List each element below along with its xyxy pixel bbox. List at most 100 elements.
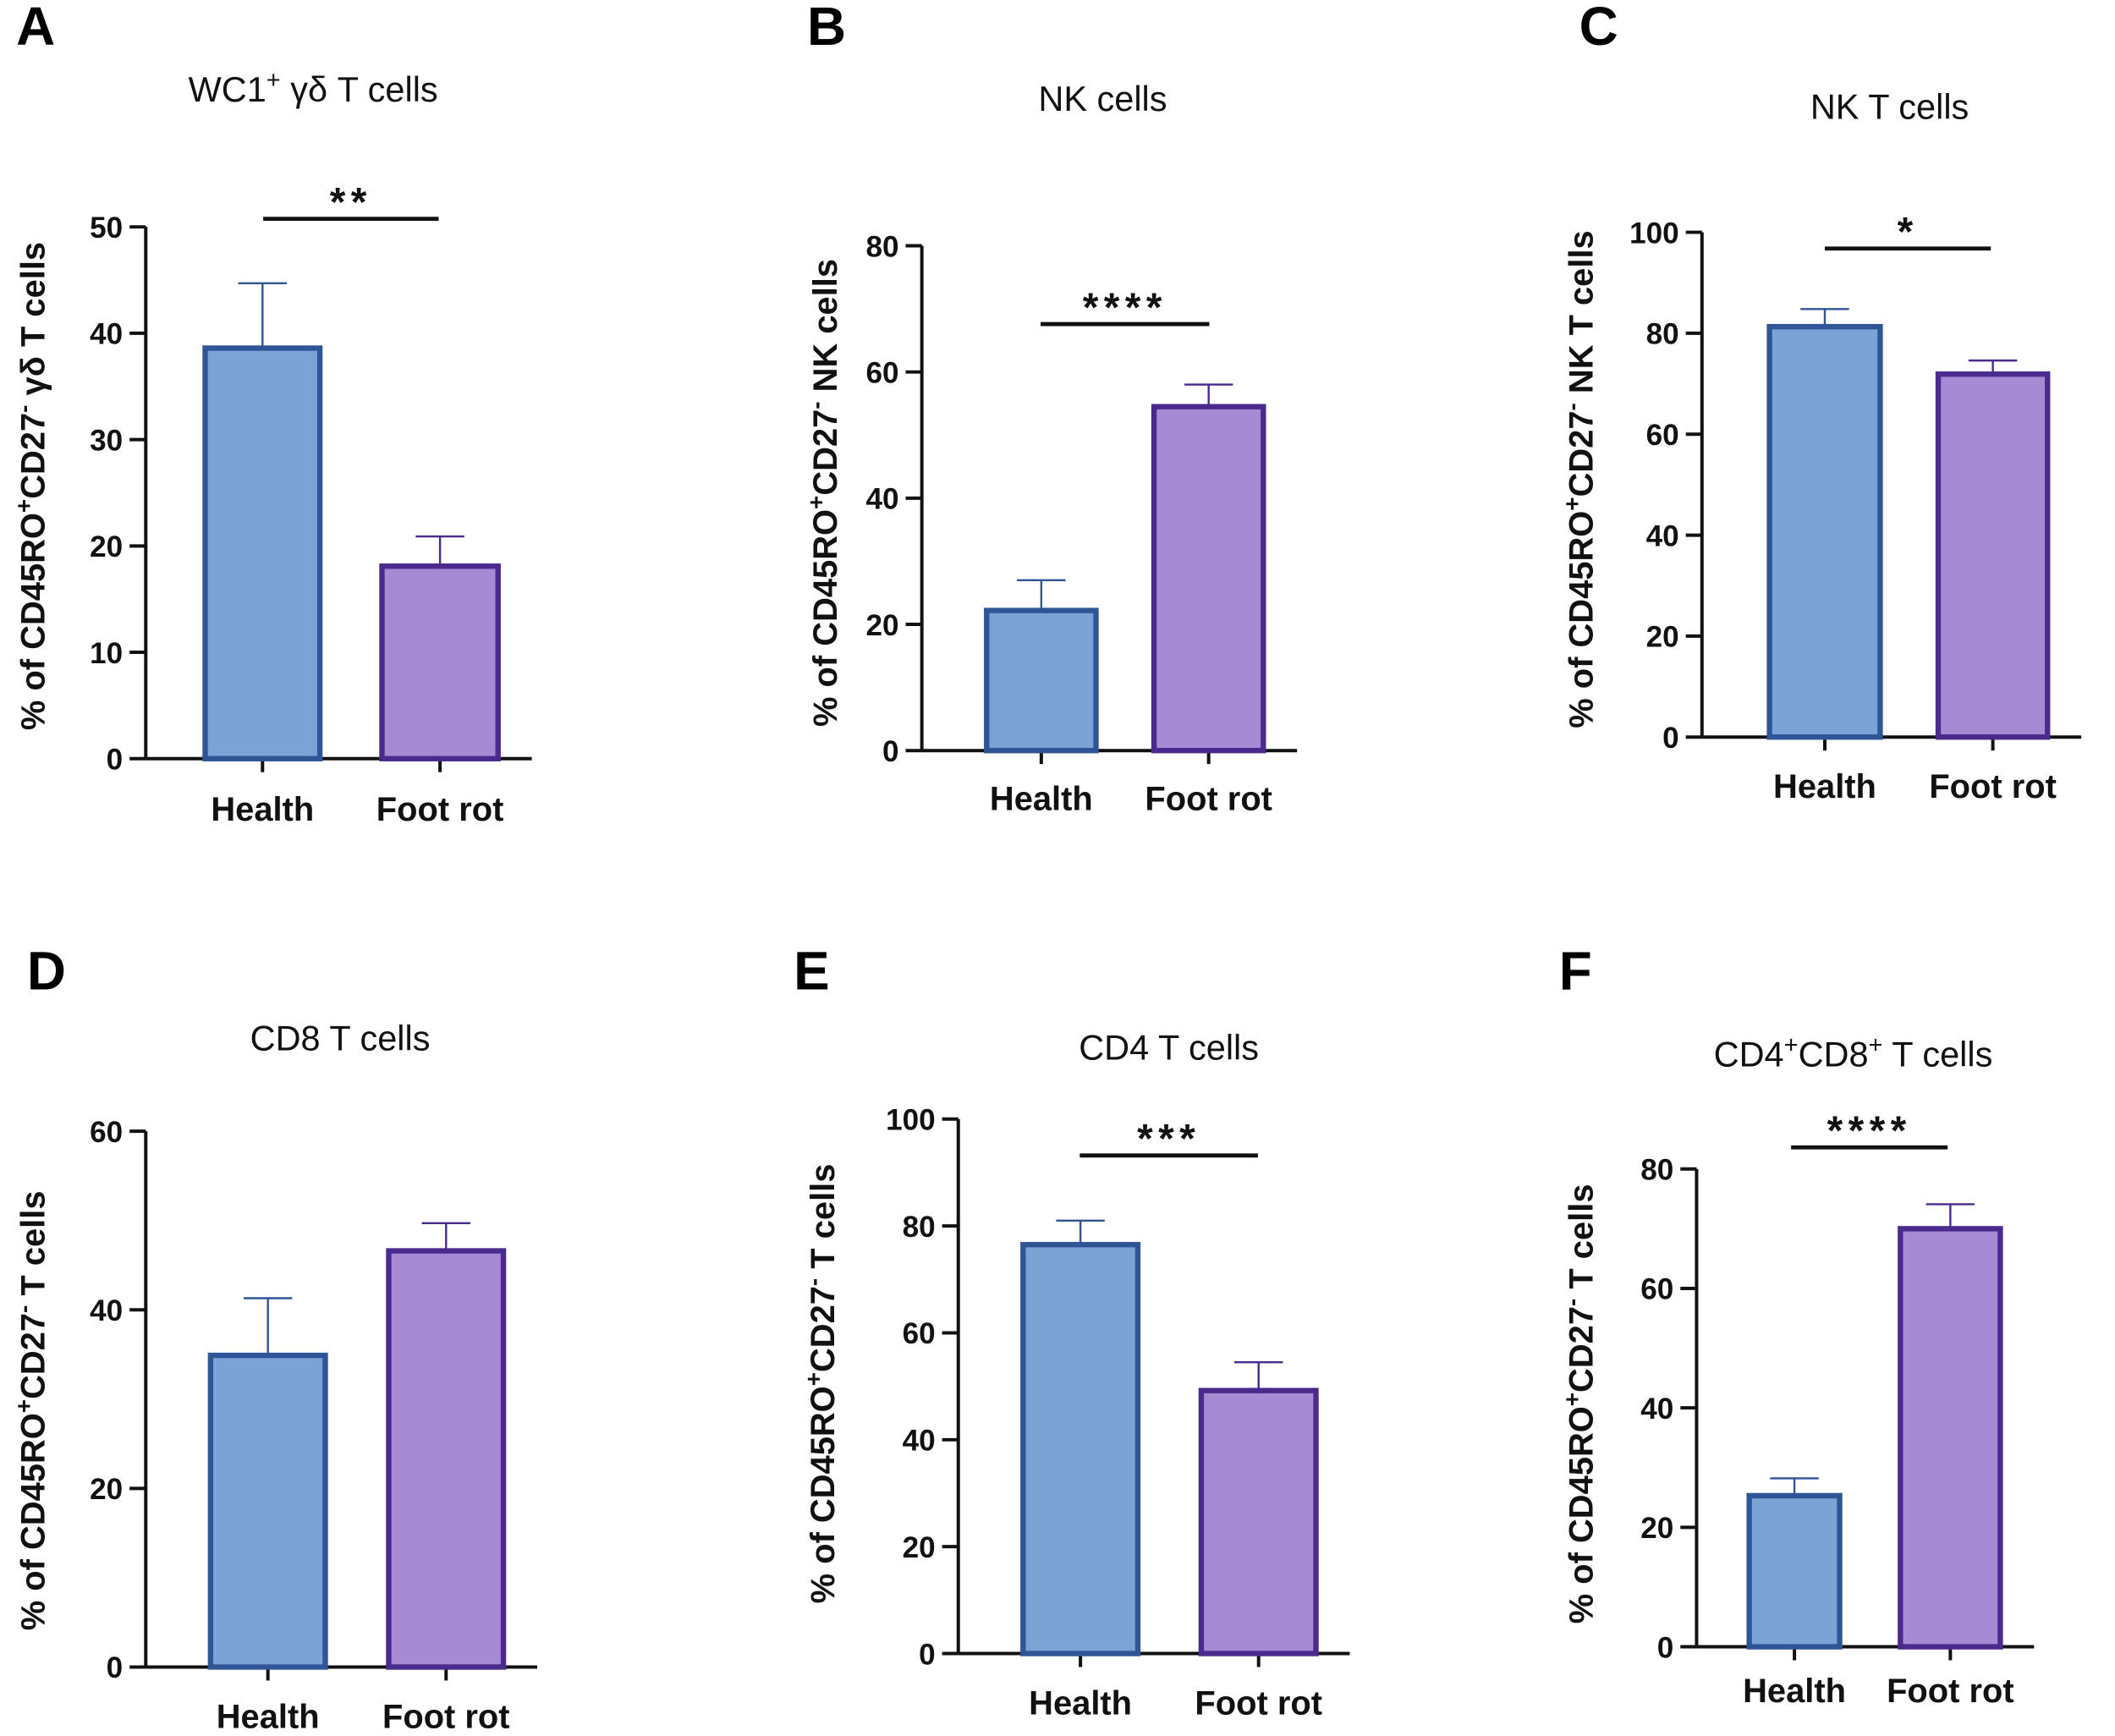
superscript: + [1869, 1032, 1883, 1059]
bar-health [984, 607, 1099, 754]
significance-stars: ** [330, 180, 372, 225]
label-part: % of CD45RO [15, 1413, 52, 1630]
y-tick-label: 0 [1662, 722, 1679, 755]
bar-foot-rot [1898, 1226, 2003, 1650]
label-part: CD27 [1563, 410, 1601, 497]
chart-title: NK T cells [1810, 87, 1969, 127]
label-part: NK cells [1038, 79, 1167, 118]
y-axis-label: % of CD45RO+CD27- NK T cells [1558, 230, 1601, 728]
significance-stars: *** [1137, 1118, 1200, 1162]
chart-title: WC1+ γδ T cells [189, 67, 438, 109]
panel-d: D CD8 T cells % of CD45RO+CD27- T cells 0 20… [10, 941, 537, 1735]
x-category-label: Health [990, 780, 1093, 817]
y-tick-label: 60 [903, 1317, 936, 1350]
y-tick-label: 20 [1646, 621, 1679, 654]
bar-health [1746, 1492, 1843, 1650]
y-tick-label: 80 [1646, 318, 1679, 351]
y-tick-label: 0 [882, 735, 899, 768]
superscript: - [1558, 1299, 1585, 1306]
y-tick-label: 40 [866, 483, 899, 516]
x-category-label: Foot rot [1145, 780, 1272, 817]
x-category-label: Health [1773, 768, 1876, 805]
y-tick-label: 60 [1646, 419, 1679, 452]
chart-title: CD4 T cells [1079, 1028, 1259, 1068]
panel-letter: E [794, 941, 830, 1002]
label-part: CD8 T cells [250, 1018, 431, 1058]
x-category-label: Health [1743, 1673, 1846, 1710]
y-tick-label: 20 [903, 1531, 936, 1564]
label-part: CD27 [15, 413, 52, 499]
bar-foot-rot [1935, 371, 2051, 740]
label-part: % of CD45RO [807, 509, 844, 727]
superscript: + [1784, 1032, 1799, 1059]
label-part: NK cells [807, 259, 844, 401]
x-category-label: Foot rot [1887, 1673, 2014, 1710]
x-category-label: Foot rot [382, 1698, 510, 1735]
label-part: T cells [1882, 1035, 1992, 1074]
y-tick-label: 20 [1640, 1512, 1673, 1545]
label-part: T cells [805, 1164, 842, 1278]
panel-letter: F [1559, 941, 1592, 1002]
y-tick-label: 50 [90, 212, 123, 244]
significance-stars: **** [1827, 1109, 1912, 1154]
y-tick-label: 0 [1657, 1631, 1674, 1664]
y-tick-label: 100 [1629, 217, 1679, 250]
label-part: NK T cells [1810, 87, 1969, 127]
x-category-label: Health [1029, 1684, 1132, 1722]
x-category-label: Health [217, 1698, 320, 1735]
bar-foot-rot [1151, 404, 1266, 754]
label-part: γδ T cells [15, 242, 52, 405]
superscript: - [10, 405, 36, 413]
label-part: T cells [15, 1190, 52, 1305]
significance-stars: * [1898, 211, 1919, 255]
y-tick-label: 0 [107, 1651, 124, 1684]
y-tick-label: 40 [1640, 1393, 1673, 1426]
y-tick-label: 80 [903, 1211, 936, 1244]
superscript: + [266, 67, 281, 94]
y-axis-label: % of CD45RO+CD27- T cells [1558, 1184, 1601, 1623]
y-tick-label: 10 [90, 637, 123, 670]
y-tick-label: 20 [866, 609, 899, 642]
chart-title: NK cells [1038, 79, 1167, 118]
y-axis-label: % of CD45RO+CD27- T cells [10, 1190, 52, 1630]
label-part: CD27 [15, 1313, 52, 1399]
label-part: WC1 [189, 69, 266, 109]
y-tick-label: 40 [90, 1294, 123, 1327]
y-tick-label: 60 [1640, 1273, 1673, 1306]
y-tick-label: 30 [90, 424, 123, 457]
y-tick-label: 40 [1646, 519, 1679, 552]
superscript: - [803, 401, 829, 409]
superscript: - [10, 1305, 36, 1313]
y-tick-label: 40 [903, 1425, 936, 1458]
y-tick-label: 0 [919, 1638, 936, 1671]
label-part: CD8 [1799, 1035, 1869, 1074]
label-part: γδ T cells [281, 69, 438, 109]
label-part: CD4 [1714, 1035, 1784, 1074]
bar-health [207, 1352, 328, 1670]
panel-letter: A [16, 0, 55, 57]
label-part: CD27 [805, 1286, 842, 1372]
label-part: % of CD45RO [1563, 1406, 1601, 1623]
label-part: CD27 [807, 409, 844, 496]
y-tick-label: 80 [1640, 1154, 1673, 1187]
superscript: + [799, 1372, 826, 1386]
panel-b: BNK cells% of CD45RO+CD27- NK cells02040… [803, 0, 1298, 817]
bar-health [202, 345, 323, 761]
bar-foot-rot [379, 563, 501, 761]
y-tick-label: 20 [90, 1473, 123, 1506]
y-axis-label: % of CD45RO+CD27- γδ T cells [10, 242, 52, 730]
label-part: % of CD45RO [1563, 511, 1601, 728]
y-tick-label: 20 [90, 530, 123, 563]
superscript: + [1558, 1393, 1585, 1406]
y-tick-label: 60 [90, 1116, 123, 1149]
label-part: % of CD45RO [15, 513, 52, 730]
y-tick-label: 100 [886, 1104, 936, 1137]
y-axis-label: % of CD45RO+CD27- T cells [799, 1164, 841, 1604]
significance-stars: **** [1083, 286, 1167, 331]
y-tick-label: 0 [107, 744, 124, 777]
chart-title: CD8 T cells [250, 1018, 431, 1058]
y-axis-label: % of CD45RO+CD27- NK cells [803, 259, 844, 727]
